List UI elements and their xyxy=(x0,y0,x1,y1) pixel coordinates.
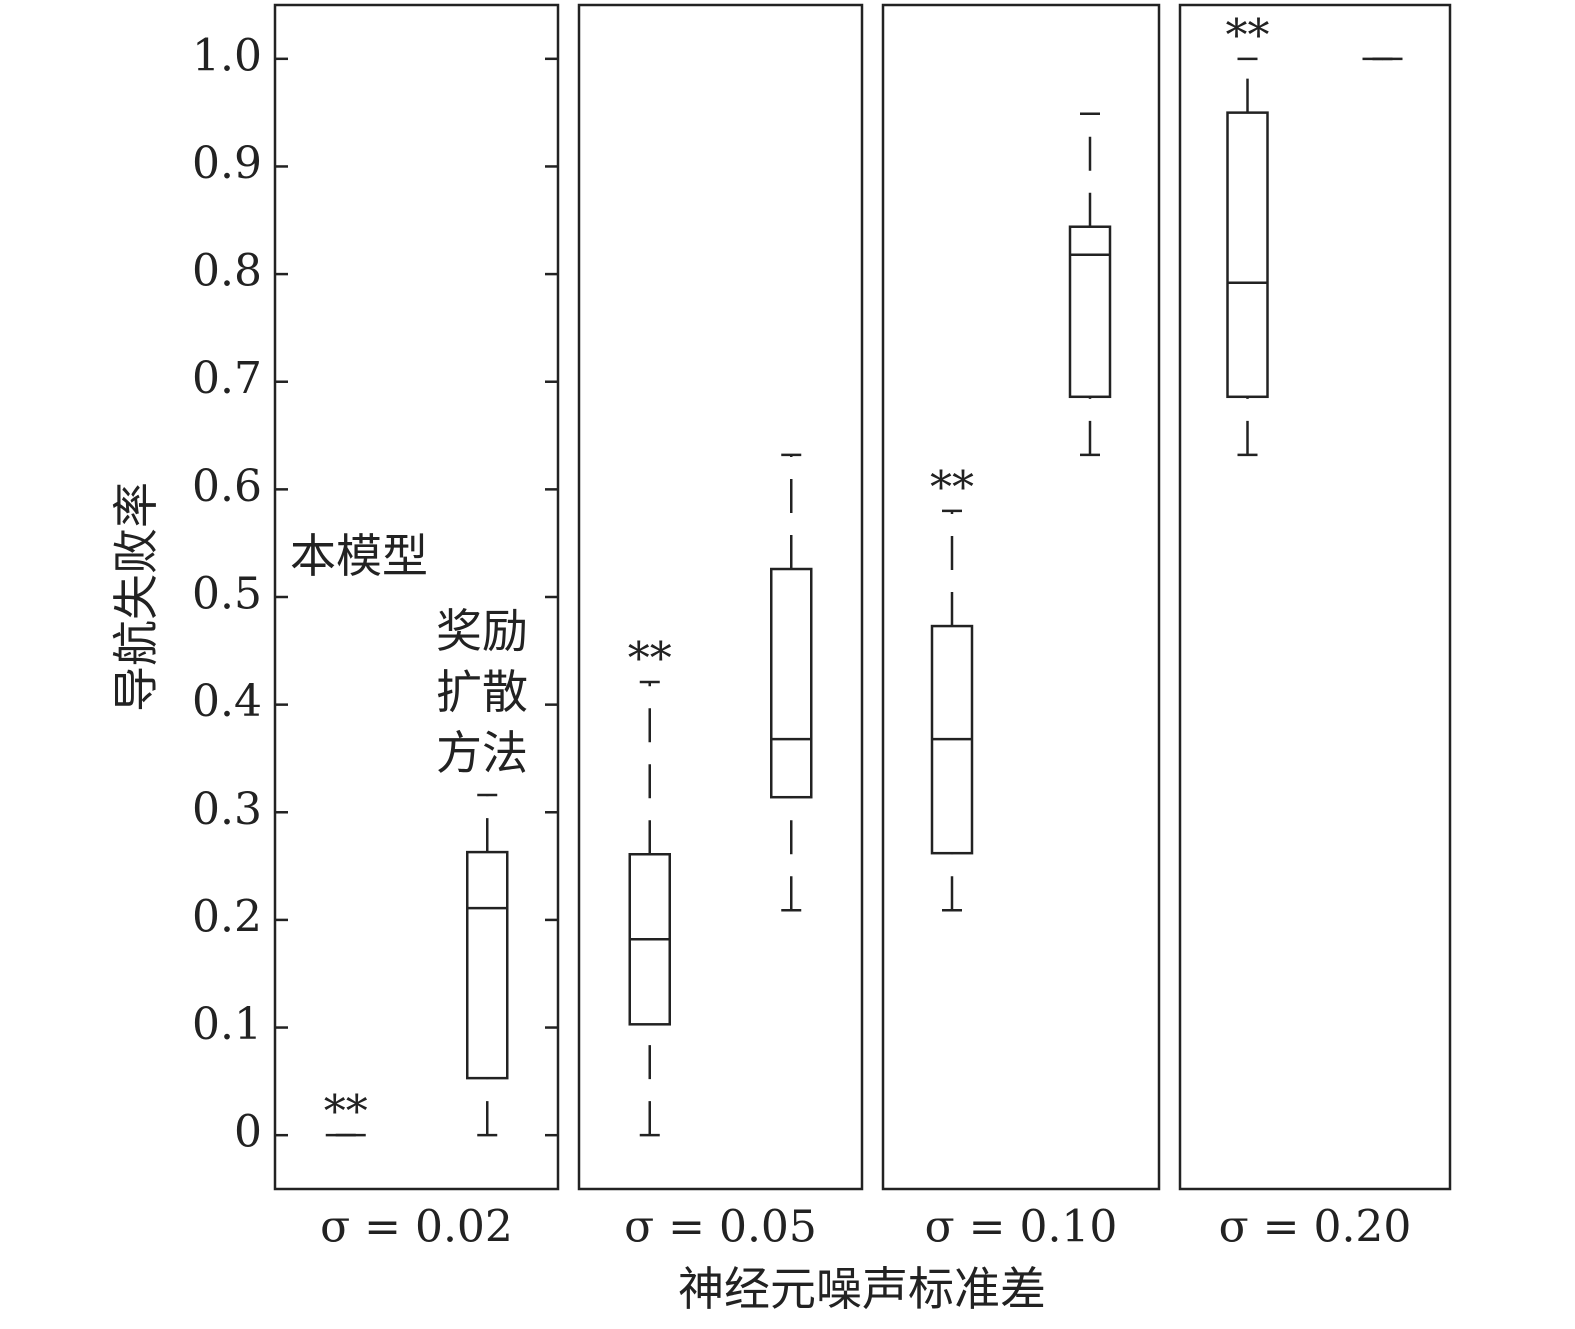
panel-label: σ = 0.10 xyxy=(925,1202,1118,1253)
y-tick-label: 0.5 xyxy=(192,569,262,620)
box xyxy=(770,567,813,799)
panel-frame xyxy=(577,3,864,1191)
significance: ** xyxy=(628,634,672,685)
y-tick-label: 0.3 xyxy=(192,784,262,835)
panel-label: σ = 0.05 xyxy=(624,1202,817,1253)
y-tick-label: 0.1 xyxy=(192,999,262,1050)
y-tick-label: 0 xyxy=(234,1107,262,1158)
significance: ** xyxy=(930,462,974,513)
y-tick-label: 1.0 xyxy=(192,30,262,81)
panel-label: σ = 0.02 xyxy=(320,1202,513,1253)
y-tick-label: 0.7 xyxy=(192,353,262,404)
y-axis-label: 导航失败率 xyxy=(109,482,163,712)
series-label: 本模型 xyxy=(290,529,428,583)
y-tick-label: 0.9 xyxy=(192,138,262,189)
box xyxy=(466,850,509,1080)
panel-label: σ = 0.20 xyxy=(1219,1202,1412,1253)
y-tick-label: 0.4 xyxy=(192,676,262,727)
panel-frame xyxy=(881,3,1161,1191)
y-tick-label: 0.8 xyxy=(192,246,262,297)
series-label: 奖励扩散方法 xyxy=(436,604,528,780)
y-tick-label: 0.6 xyxy=(192,461,262,512)
significance: ** xyxy=(324,1087,368,1138)
x-axis-label: 神经元噪声标准差 xyxy=(678,1262,1046,1316)
box xyxy=(1226,111,1269,399)
y-tick-label: 0.2 xyxy=(192,891,262,942)
panel-frame xyxy=(1178,3,1452,1191)
box xyxy=(1068,225,1112,399)
significance: ** xyxy=(1226,10,1270,61)
panel-frame xyxy=(273,3,560,1191)
